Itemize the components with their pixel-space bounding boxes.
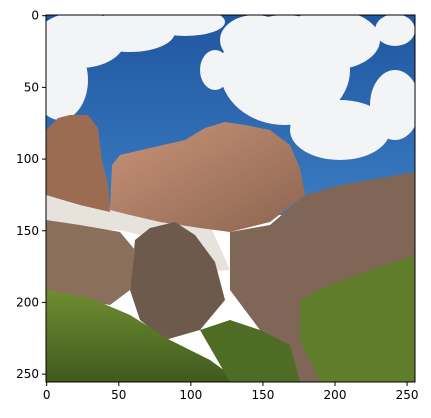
grass-patch — [200, 320, 300, 382]
y-tick-label: 250 — [16, 367, 39, 381]
central-massif — [110, 122, 305, 232]
clouds — [46, 15, 415, 160]
y-axis: 0 50 100 150 200 250 — [16, 9, 46, 381]
landscape-photo — [46, 15, 415, 382]
x-tick-label: 100 — [179, 388, 202, 402]
y-tick-label: 50 — [24, 80, 39, 94]
y-tick-label: 150 — [16, 224, 39, 238]
lower-left-rock — [46, 220, 135, 305]
x-tick-label: 200 — [324, 388, 347, 402]
grass-slope — [46, 290, 240, 382]
grass-right — [300, 255, 415, 382]
x-tick-label: 250 — [396, 388, 419, 402]
y-tick-label: 200 — [16, 295, 39, 309]
x-tick-label: 50 — [111, 388, 126, 402]
mid-rock — [130, 222, 225, 340]
left-peak — [46, 115, 110, 212]
x-tick-label: 0 — [43, 388, 51, 402]
y-tick-label: 0 — [31, 9, 39, 23]
x-axis: 0 50 100 150 200 250 — [43, 382, 419, 402]
plot-frame — [45, 14, 416, 383]
x-tick-label: 150 — [251, 388, 274, 402]
y-tick-label: 100 — [16, 152, 39, 166]
